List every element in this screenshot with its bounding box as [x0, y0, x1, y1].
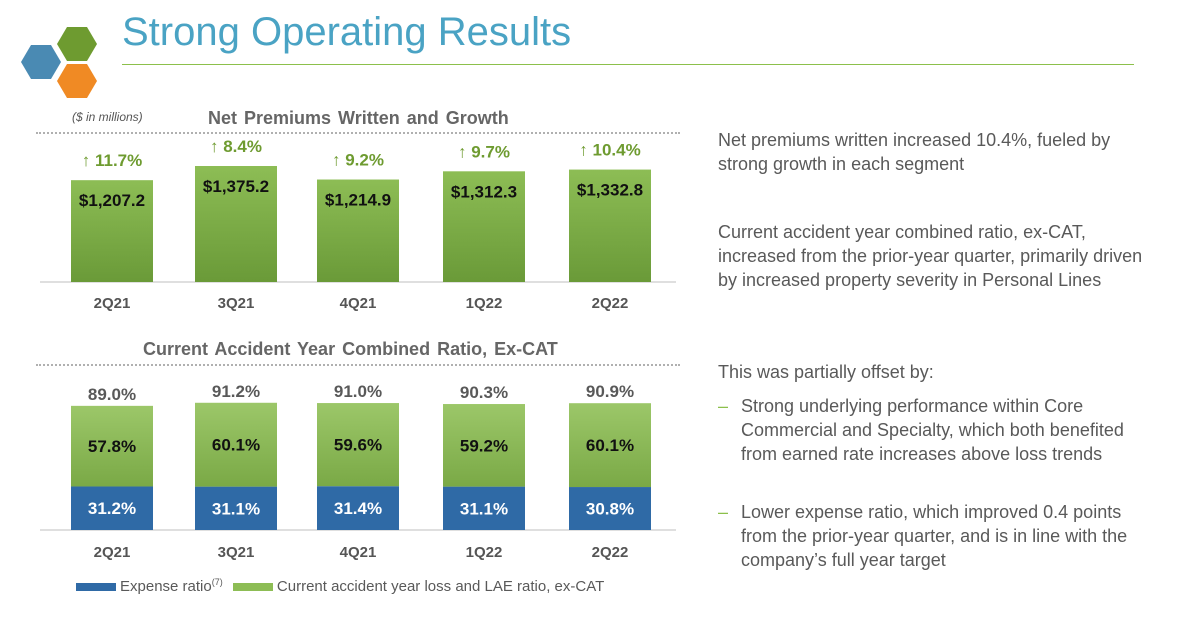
growth-label: ↑ 10.4%: [579, 141, 640, 160]
growth-label: ↑ 9.2%: [332, 151, 384, 170]
premium-bar: [195, 166, 277, 282]
bullet-text: Strong underlying performance within Cor…: [741, 396, 1124, 464]
expense-ratio-segment: [71, 486, 153, 530]
chart-title-premiums: Net Premiums Written and Growth: [208, 108, 509, 128]
loss-ratio-segment: [317, 403, 399, 487]
chart-title-combined-ratio: Current Accident Year Combined Ratio, Ex…: [143, 339, 558, 359]
combined-ratio-total-label: 90.3%: [460, 383, 508, 402]
commentary-premiums: Net premiums written increased 10.4%, fu…: [718, 130, 1111, 174]
loss-ratio-label: 60.1%: [586, 436, 634, 455]
premium-value-label: $1,207.2: [79, 191, 145, 210]
commentary-offset-intro: This was partially offset by:: [718, 362, 934, 382]
legend-item-expense: Expense ratio(7): [76, 577, 223, 595]
bullet-text: Lower expense ratio, which improved 0.4 …: [741, 502, 1128, 570]
premiums-category-label: 2Q21: [94, 295, 131, 312]
premium-bar: [443, 171, 525, 282]
bullet-dash: –: [718, 396, 729, 416]
ratio-category-label: 1Q22: [466, 544, 503, 561]
expense-ratio-segment: [317, 486, 399, 530]
units-note: ($ in millions): [72, 110, 143, 124]
legend-item-loss: Current accident year loss and LAE ratio…: [232, 578, 605, 595]
premiums-category-label: 1Q22: [466, 295, 503, 312]
combined-ratio-total-label: 91.2%: [212, 382, 260, 401]
premiums-category-label: 4Q21: [340, 295, 377, 312]
premiums-category-label: 3Q21: [218, 295, 255, 312]
company-logo: [21, 27, 97, 98]
legend-label-loss: Current accident year loss and LAE ratio…: [276, 578, 605, 595]
expense-ratio-label: 31.1%: [460, 499, 508, 518]
title-divider: [122, 64, 1134, 65]
loss-ratio-label: 59.6%: [334, 436, 382, 455]
legend-swatch-loss: [232, 583, 273, 592]
premium-bar: [71, 180, 153, 282]
expense-ratio-segment: [569, 487, 651, 530]
ratio-category-label: 3Q21: [218, 544, 255, 561]
loss-ratio-segment: [443, 404, 525, 487]
premiums-chart: $1,207.2 ↑ 11.7% 2Q21 $1,375.2 ↑ 8.4% 3Q21 $1,…: [40, 137, 676, 312]
premium-value-label: $1,332.8: [577, 181, 643, 200]
loss-ratio-label: 60.1%: [212, 436, 260, 455]
expense-ratio-label: 31.4%: [334, 499, 382, 518]
premium-value-label: $1,312.3: [451, 182, 517, 201]
growth-label: ↑ 11.7%: [82, 151, 143, 170]
loss-ratio-segment: [71, 405, 153, 487]
dotted-divider-combined-ratio: [36, 364, 680, 366]
logo-hex-blue: [21, 45, 61, 79]
legend-footnote: (7): [211, 577, 223, 587]
combined-ratio-total-label: 90.9%: [586, 382, 634, 401]
ratio-category-label: 4Q21: [340, 544, 377, 561]
expense-ratio-label: 31.2%: [88, 499, 136, 518]
page-title: Strong Operating Results: [122, 10, 572, 54]
loss-ratio-segment: [569, 403, 651, 488]
premiums-category-label: 2Q22: [592, 295, 629, 312]
legend-label-expense: Expense ratio: [120, 578, 212, 595]
dotted-divider-premiums: [36, 132, 680, 134]
commentary-bullet: – Strong underlying performance within C…: [718, 394, 1138, 466]
expense-ratio-segment: [443, 486, 525, 530]
loss-ratio-label: 57.8%: [88, 437, 136, 456]
chart-legend: Expense ratio(7) Current accident year l…: [76, 577, 604, 595]
logo-hex-orange: [57, 64, 97, 98]
expense-ratio-label: 30.8%: [586, 500, 634, 519]
premium-value-label: $1,375.2: [203, 177, 269, 196]
loss-ratio-segment: [195, 402, 277, 487]
growth-label: ↑ 8.4%: [210, 137, 262, 156]
ratio-category-label: 2Q22: [592, 544, 629, 561]
expense-ratio-segment: [195, 486, 277, 530]
charts-canvas: $1,207.2 ↑ 11.7% 2Q21 $1,375.2 ↑ 8.4% 3Q21 $1,…: [40, 137, 676, 561]
commentary-bullet: – Lower expense ratio, which improved 0.…: [718, 500, 1138, 572]
legend-swatch-expense: [76, 583, 116, 592]
premium-value-label: $1,214.9: [325, 191, 391, 210]
loss-ratio-label: 59.2%: [460, 436, 508, 455]
growth-label: ↑ 9.7%: [458, 142, 510, 161]
premium-bar: [317, 179, 399, 282]
ratio-category-label: 2Q21: [94, 544, 131, 561]
combined-ratio-chart: 31.2% 57.8% 89.0% 2Q21 31.1% 60.1% 91.2% 3Q21 31…: [40, 382, 676, 561]
expense-ratio-label: 31.1%: [212, 499, 260, 518]
logo-hex-green: [57, 27, 97, 61]
bullet-dash: –: [718, 502, 729, 522]
combined-ratio-total-label: 91.0%: [334, 382, 382, 401]
commentary-combined-ratio: Current accident year combined ratio, ex…: [718, 222, 1143, 290]
combined-ratio-total-label: 89.0%: [88, 385, 136, 404]
premium-bar: [569, 169, 651, 282]
